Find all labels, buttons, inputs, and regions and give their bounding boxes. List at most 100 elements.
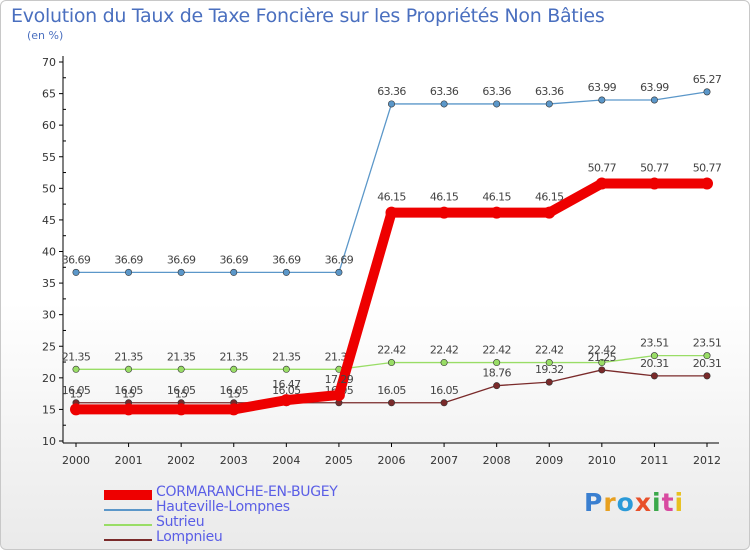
y-tick-label: 65 <box>42 88 56 101</box>
data-point-lompnieu <box>387 399 395 407</box>
y-tick-label: 45 <box>42 214 56 227</box>
data-point-hauteville-lompnes <box>545 100 553 108</box>
data-point-sutrieu <box>282 365 290 373</box>
x-tick-label: 2011 <box>640 454 668 467</box>
logo-letter: x <box>634 488 652 517</box>
data-label-lompnieu: 20.31 <box>693 357 722 370</box>
data-point-lompnieu <box>703 372 711 380</box>
data-label-sutrieu: 21.35 <box>272 350 301 363</box>
data-label-cormaranche-en-bugey: 16.47 <box>272 378 301 391</box>
legend-label: Sutrieu <box>156 514 205 530</box>
data-label-lompnieu: 20.31 <box>640 357 669 370</box>
data-point-hauteville-lompnes <box>703 88 711 96</box>
data-point-cormaranche-en-bugey <box>701 177 713 190</box>
proxiti-logo: Proxiti <box>584 488 684 517</box>
data-label-hauteville-lompnes: 36.69 <box>272 253 301 266</box>
data-point-hauteville-lompnes <box>282 268 290 276</box>
x-tick-label: 2004 <box>272 454 300 467</box>
logo-letter: o <box>616 488 635 517</box>
data-point-sutrieu <box>703 352 711 360</box>
data-label-lompnieu: 16.05 <box>272 384 301 397</box>
legend-swatch <box>104 524 152 526</box>
data-point-hauteville-lompnes <box>72 268 80 276</box>
logo-letter: r <box>603 488 617 517</box>
logo-letter: P <box>584 488 604 517</box>
data-label-lompnieu: 19.32 <box>535 363 564 376</box>
data-point-sutrieu <box>125 365 133 373</box>
data-label-sutrieu: 22.42 <box>430 344 459 357</box>
y-tick-label: 15 <box>42 403 56 416</box>
data-point-lompnieu <box>598 366 606 374</box>
data-label-cormaranche-en-bugey: 15 <box>175 387 188 400</box>
data-point-cormaranche-en-bugey <box>122 403 135 416</box>
data-label-lompnieu: 16.05 <box>62 384 91 397</box>
chart-unit-label: (en %) <box>27 29 64 42</box>
data-label-lompnieu: 16.05 <box>114 384 143 397</box>
data-label-sutrieu: 22.42 <box>377 344 406 357</box>
y-tick-label: 30 <box>42 309 56 322</box>
data-point-hauteville-lompnes <box>493 100 501 108</box>
data-point-cormaranche-en-bugey <box>595 177 608 190</box>
data-point-sutrieu <box>72 365 80 373</box>
y-tick-label: 55 <box>42 151 56 164</box>
x-tick-label: 2010 <box>588 454 616 467</box>
data-label-sutrieu: 23.51 <box>693 337 722 350</box>
x-tick-label: 2006 <box>378 454 406 467</box>
x-tick-label: 2008 <box>483 454 511 467</box>
data-label-cormaranche-en-bugey: 50.77 <box>693 161 722 174</box>
legend-label: Hauteville-Lompnes <box>156 499 290 515</box>
data-point-lompnieu <box>545 378 553 386</box>
data-point-cormaranche-en-bugey <box>385 206 398 219</box>
y-tick-label: 35 <box>42 277 56 290</box>
legend-swatch <box>104 490 152 500</box>
data-label-cormaranche-en-bugey: 15 <box>227 387 240 400</box>
legend-label: Lompnieu <box>156 529 223 545</box>
data-label-hauteville-lompnes: 36.69 <box>325 253 354 266</box>
data-point-cormaranche-en-bugey <box>648 177 661 190</box>
logo-letter: t <box>661 488 675 517</box>
data-point-hauteville-lompnes <box>440 100 448 108</box>
x-tick-label: 2001 <box>115 454 143 467</box>
y-tick-label: 70 <box>42 56 56 69</box>
data-label-hauteville-lompnes: 63.36 <box>377 85 406 98</box>
data-label-cormaranche-en-bugey: 46.15 <box>430 191 459 204</box>
data-point-cormaranche-en-bugey <box>332 388 345 401</box>
data-point-cormaranche-en-bugey <box>490 206 503 219</box>
legend-label: CORMARANCHE-EN-BUGEY <box>156 484 338 500</box>
x-tick-label: 2007 <box>430 454 458 467</box>
y-tick-label: 40 <box>42 246 56 259</box>
data-label-sutrieu: 21.35 <box>62 350 91 363</box>
data-point-sutrieu <box>545 359 553 367</box>
data-point-hauteville-lompnes <box>335 268 343 276</box>
y-tick-label: 25 <box>42 340 56 353</box>
data-point-sutrieu <box>177 365 185 373</box>
x-tick-label: 2003 <box>220 454 248 467</box>
data-label-hauteville-lompnes: 36.69 <box>62 253 91 266</box>
data-point-hauteville-lompnes <box>650 96 658 104</box>
data-label-sutrieu: 21.35 <box>220 350 249 363</box>
data-point-hauteville-lompnes <box>598 96 606 104</box>
data-point-cormaranche-en-bugey <box>70 403 82 416</box>
data-label-hauteville-lompnes: 63.36 <box>535 85 564 98</box>
data-point-cormaranche-en-bugey <box>175 403 188 416</box>
data-point-cormaranche-en-bugey <box>280 394 293 407</box>
data-label-cormaranche-en-bugey: 46.15 <box>377 191 406 204</box>
data-point-sutrieu <box>230 365 238 373</box>
x-tick-label: 2005 <box>325 454 353 467</box>
data-point-sutrieu <box>650 352 658 360</box>
data-point-cormaranche-en-bugey <box>543 206 556 219</box>
data-label-sutrieu: 21.35 <box>167 350 196 363</box>
data-point-cormaranche-en-bugey <box>227 403 240 416</box>
x-tick-label: 2009 <box>535 454 563 467</box>
data-label-cormaranche-en-bugey: 17.29 <box>325 373 354 386</box>
data-point-cormaranche-en-bugey <box>438 206 451 219</box>
data-label-lompnieu: 16.05 <box>220 384 249 397</box>
data-label-hauteville-lompnes: 65.27 <box>693 73 722 86</box>
data-label-sutrieu: 22.42 <box>482 344 511 357</box>
data-label-cormaranche-en-bugey: 50.77 <box>640 161 669 174</box>
data-label-cormaranche-en-bugey: 15 <box>122 387 135 400</box>
x-tick-label: 2012 <box>693 454 721 467</box>
data-label-cormaranche-en-bugey: 50.77 <box>588 161 617 174</box>
